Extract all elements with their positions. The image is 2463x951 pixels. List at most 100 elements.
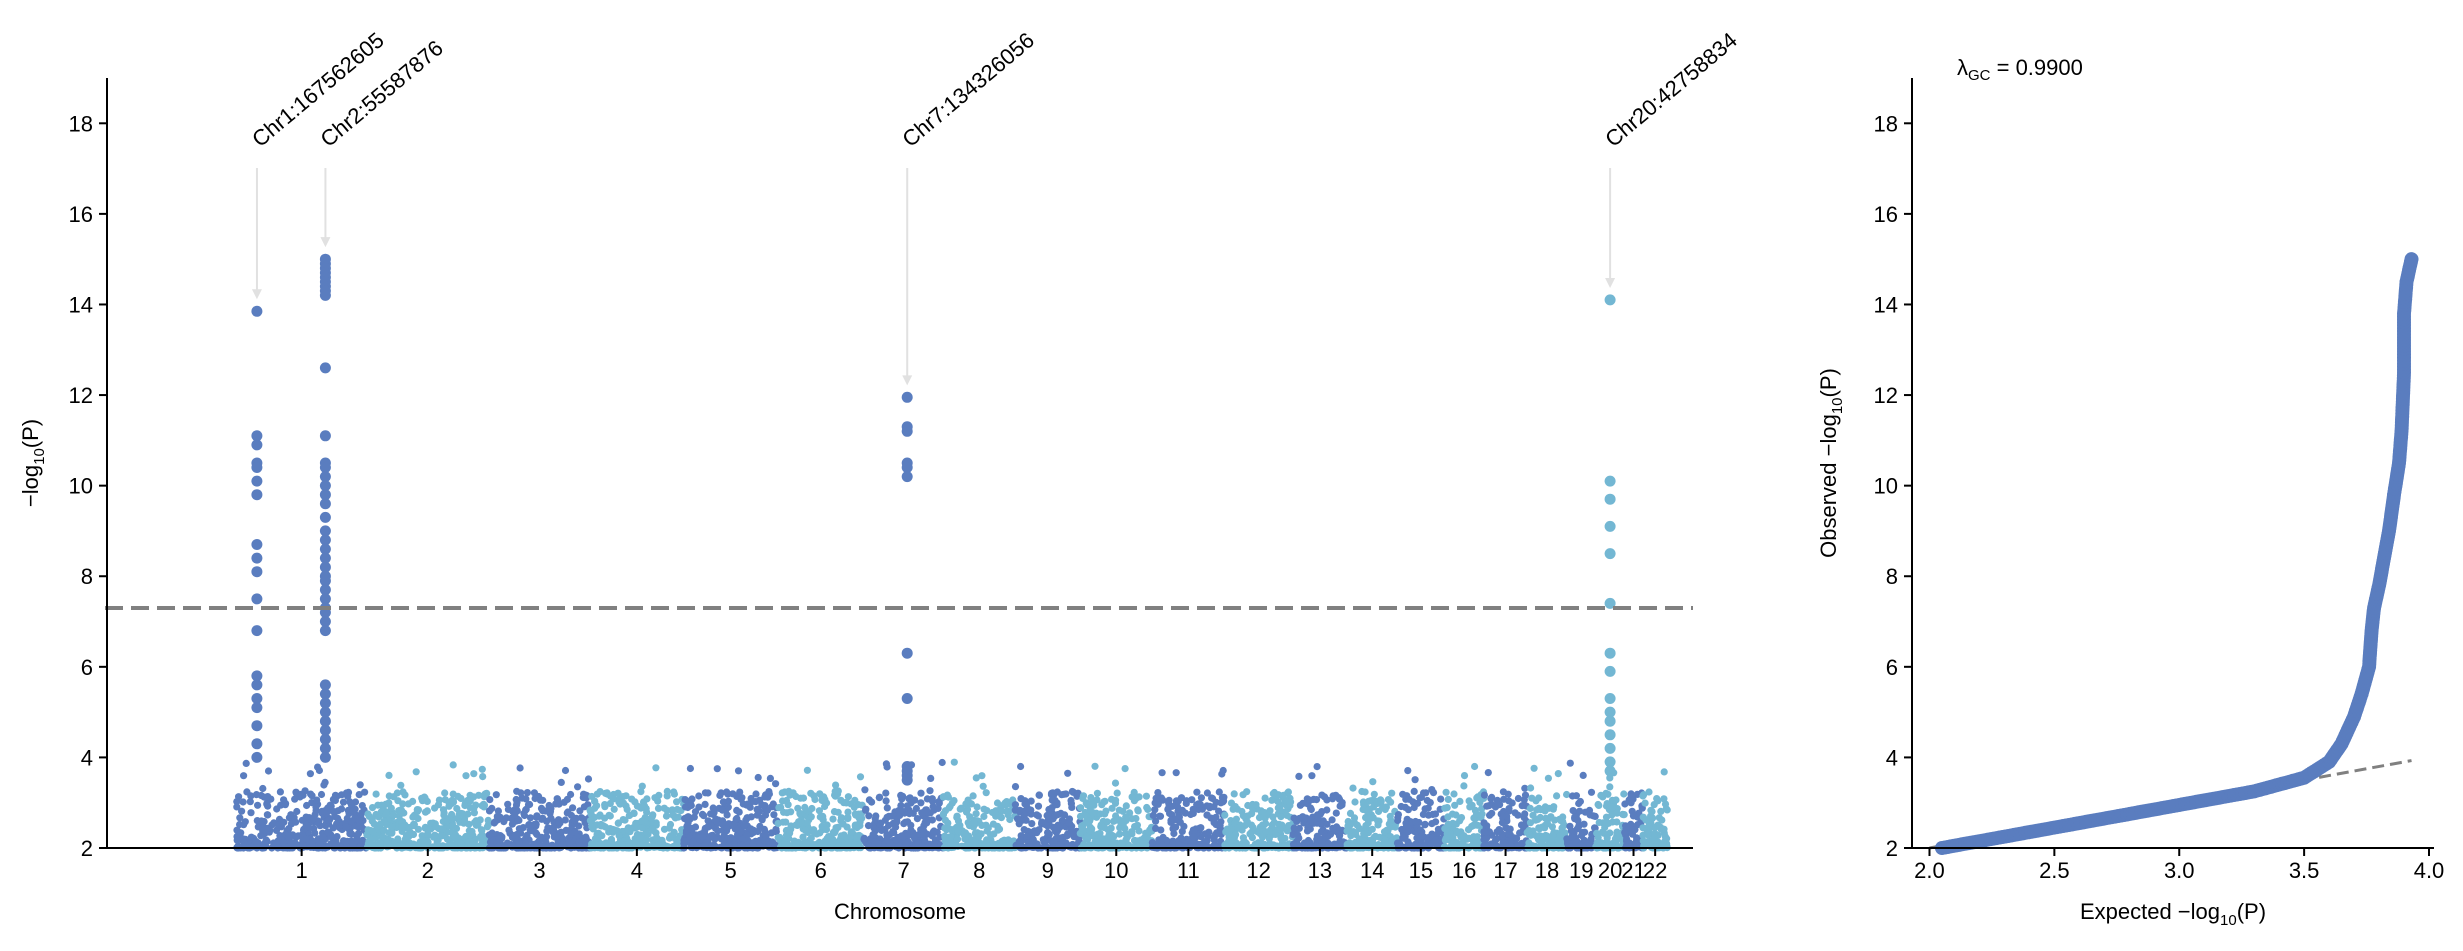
manhattan-point — [834, 808, 842, 816]
manhattan-point — [571, 828, 579, 836]
peak-point — [251, 489, 263, 501]
manhattan-point — [387, 804, 395, 812]
manhattan-point — [1025, 843, 1033, 851]
manhattan-point — [1456, 797, 1464, 806]
manhattan-point — [686, 764, 695, 773]
manhattan-point — [1434, 829, 1443, 837]
manhattan-point — [1460, 832, 1468, 840]
manhattan-point — [1370, 790, 1378, 798]
manhattan-point — [1470, 821, 1478, 829]
manhattan-point — [819, 812, 827, 821]
manhattan-point — [980, 812, 988, 821]
manhattan-point — [561, 766, 570, 775]
manhattan-point — [681, 796, 689, 804]
manhattan-point — [484, 821, 492, 829]
manhattan-point — [1221, 811, 1229, 819]
manhattan-point — [1351, 798, 1359, 806]
manhattan-point — [331, 796, 339, 805]
manhattan-point — [412, 768, 420, 776]
manhattan-point — [662, 812, 671, 820]
manhattan-point — [329, 807, 337, 815]
peak-point — [319, 430, 331, 442]
manhattan-point — [1270, 818, 1278, 827]
qq-y-tick-label: 12 — [1874, 383, 1898, 408]
manhattan-point — [851, 796, 859, 804]
peak-point — [1604, 693, 1616, 704]
manhattan-point — [1006, 841, 1014, 849]
manhattan-point — [864, 822, 873, 830]
manhattan-point — [1286, 801, 1294, 810]
manhattan-point — [516, 764, 524, 772]
manhattan-point — [1027, 806, 1035, 814]
manhattan-point — [1307, 816, 1315, 824]
manhattan-point — [1384, 796, 1392, 804]
manhattan-point — [515, 816, 523, 825]
manhattan-point — [462, 772, 470, 780]
manhattan-point — [478, 840, 486, 849]
manhattan-point — [701, 800, 709, 809]
manhattan-point — [1472, 810, 1481, 818]
manhattan-point — [603, 789, 611, 797]
manhattan-point — [848, 828, 856, 836]
manhattan-point — [236, 814, 244, 822]
manhattan-point — [1482, 834, 1491, 842]
qq-y-label-tail: (P) — [1816, 368, 1841, 397]
manhattan-point — [973, 803, 981, 811]
manhattan-point — [945, 804, 953, 812]
manhattan-point — [690, 813, 698, 821]
manhattan-point — [663, 806, 671, 814]
peak-point — [1604, 647, 1616, 659]
manhattan-point — [526, 814, 535, 822]
qq-x-label-sub: 10 — [2220, 912, 2237, 929]
manhattan-point — [448, 810, 456, 819]
manhattan-point — [1645, 788, 1653, 796]
manhattan-point — [1064, 769, 1072, 777]
manhattan-point — [972, 774, 980, 782]
qq-x-label-main: Expected −log — [2080, 899, 2220, 924]
manhattan-point — [920, 808, 928, 816]
manhattan-point — [1487, 795, 1495, 803]
manhattan-point — [670, 790, 679, 798]
manhattan-point — [444, 816, 452, 825]
manhattan-point — [723, 789, 731, 797]
manhattan-point — [1642, 816, 1650, 824]
manhattan-point — [1045, 830, 1053, 838]
manhattan-point — [1049, 789, 1057, 797]
peak-point — [319, 688, 331, 700]
qq-y-label-main: Observed −log — [1816, 414, 1841, 558]
manhattan-point — [252, 837, 260, 846]
manhattan-point — [1217, 799, 1225, 807]
peak-point — [319, 575, 331, 587]
manhattan-point — [1521, 810, 1529, 818]
manhattan-point — [424, 830, 432, 838]
manhattan-point — [862, 806, 870, 814]
manhattan-point — [990, 830, 998, 838]
manhattan-point — [1269, 790, 1277, 798]
manhattan-point — [1180, 822, 1188, 831]
peak-point — [1604, 742, 1616, 754]
manhattan-point — [774, 834, 782, 842]
qq-y-tick-label: 8 — [1886, 564, 1898, 589]
peak-point — [1604, 597, 1616, 609]
manhattan-point — [431, 831, 439, 839]
manhattan-point — [972, 810, 980, 818]
manhattan-point — [1594, 800, 1602, 809]
manhattan-point — [1586, 811, 1594, 819]
manhattan-point — [515, 839, 523, 847]
manhattan-point — [918, 843, 927, 851]
manhattan-point — [792, 792, 800, 801]
manhattan-point — [1431, 810, 1440, 818]
manhattan-point — [615, 798, 623, 806]
peak-point — [319, 480, 331, 492]
peak-point — [319, 733, 331, 745]
manhattan-point — [257, 817, 265, 825]
manhattan-point — [844, 840, 852, 849]
manhattan-point — [1480, 819, 1488, 827]
manhattan-point — [376, 820, 384, 828]
peak-point — [1604, 294, 1616, 306]
manhattan-point — [1411, 776, 1419, 784]
manhattan-point — [396, 816, 404, 824]
manhattan-point — [1419, 810, 1427, 819]
manhattan-point — [1367, 814, 1375, 822]
qq-y-tick-label: 10 — [1874, 474, 1898, 499]
